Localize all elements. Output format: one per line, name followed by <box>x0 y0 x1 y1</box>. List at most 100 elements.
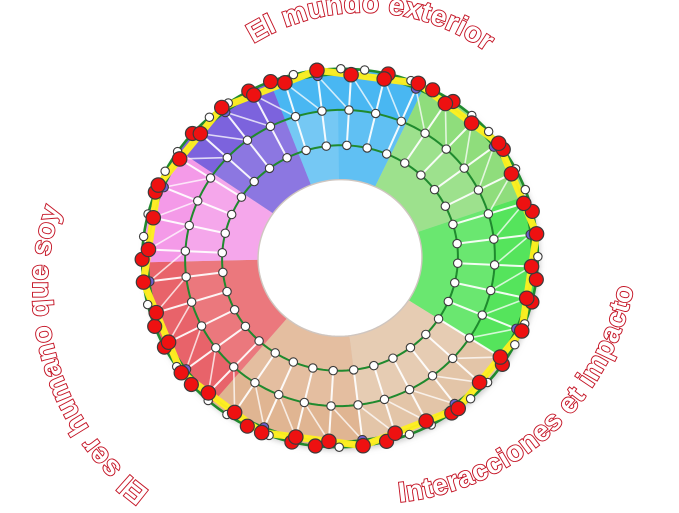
graph-node[interactable] <box>290 111 301 122</box>
highlight-node[interactable] <box>523 258 540 275</box>
graph-node[interactable] <box>186 297 197 307</box>
graph-node[interactable] <box>520 184 531 195</box>
graph-node[interactable] <box>459 163 469 173</box>
graph-node[interactable] <box>396 116 407 127</box>
graph-node[interactable] <box>262 73 279 90</box>
graph-node[interactable] <box>510 340 520 350</box>
graph-node[interactable] <box>416 170 426 180</box>
graph-node[interactable] <box>448 219 458 230</box>
graph-node[interactable] <box>425 82 441 98</box>
graph-node[interactable] <box>381 149 392 159</box>
highlight-node[interactable] <box>463 115 480 131</box>
graph-node[interactable] <box>348 365 359 375</box>
graph-node[interactable] <box>250 377 260 388</box>
graph-node[interactable] <box>483 209 494 219</box>
graph-node[interactable] <box>404 384 415 395</box>
graph-node[interactable] <box>254 336 264 346</box>
graph-node[interactable] <box>181 272 191 282</box>
highlight-node[interactable] <box>503 165 520 182</box>
graph-node[interactable] <box>217 247 228 258</box>
highlight-node[interactable] <box>492 349 509 365</box>
graph-node[interactable] <box>242 135 253 145</box>
highlight-node[interactable] <box>226 404 243 421</box>
graph-node[interactable] <box>400 158 410 168</box>
graph-node[interactable] <box>205 173 216 183</box>
highlight-node[interactable] <box>490 135 507 152</box>
highlight-node[interactable] <box>471 374 488 391</box>
graph-node[interactable] <box>288 69 299 80</box>
graph-node[interactable] <box>464 333 475 343</box>
highlight-node[interactable] <box>150 177 167 193</box>
highlight-node[interactable] <box>246 87 262 103</box>
graph-node[interactable] <box>420 128 430 139</box>
graph-node[interactable] <box>452 238 462 249</box>
graph-node[interactable] <box>427 371 438 381</box>
graph-node[interactable] <box>485 285 496 296</box>
graph-node[interactable] <box>288 357 299 367</box>
graph-node[interactable] <box>433 314 444 324</box>
graph-node[interactable] <box>449 277 460 288</box>
highlight-node[interactable] <box>513 323 530 339</box>
graph-node[interactable] <box>180 246 191 256</box>
graph-node[interactable] <box>441 144 452 154</box>
graph-node[interactable] <box>473 185 484 195</box>
graph-node[interactable] <box>193 196 203 206</box>
graph-node[interactable] <box>465 393 476 404</box>
graph-node[interactable] <box>483 126 494 137</box>
graph-node[interactable] <box>160 166 170 176</box>
graph-node[interactable] <box>240 321 251 332</box>
highlight-node[interactable] <box>200 385 217 401</box>
highlight-node[interactable] <box>437 95 454 112</box>
highlight-node[interactable] <box>160 334 177 351</box>
highlight-node[interactable] <box>528 226 545 242</box>
graph-node[interactable] <box>222 286 232 297</box>
graph-node[interactable] <box>273 389 284 400</box>
graph-node[interactable] <box>301 145 311 156</box>
graph-node[interactable] <box>138 231 149 242</box>
highlight-node[interactable] <box>135 274 152 290</box>
graph-node[interactable] <box>282 153 292 163</box>
highlight-node[interactable] <box>192 125 209 142</box>
highlight-node[interactable] <box>515 195 532 212</box>
highlight-node[interactable] <box>173 364 190 381</box>
graph-node[interactable] <box>184 220 195 231</box>
highlight-node[interactable] <box>309 62 325 79</box>
graph-node[interactable] <box>307 438 323 454</box>
highlight-node[interactable] <box>355 437 371 454</box>
graph-node[interactable] <box>440 201 451 211</box>
graph-node[interactable] <box>421 329 431 340</box>
graph-node[interactable] <box>353 400 363 410</box>
highlight-node[interactable] <box>145 209 162 226</box>
highlight-node[interactable] <box>376 71 392 87</box>
graph-node[interactable] <box>477 310 487 320</box>
highlight-node[interactable] <box>450 400 467 417</box>
highlight-node[interactable] <box>343 66 359 83</box>
highlight-node[interactable] <box>171 151 188 167</box>
graph-node[interactable] <box>369 360 379 371</box>
graph-node[interactable] <box>489 260 500 270</box>
graph-node[interactable] <box>147 318 163 334</box>
highlight-node[interactable] <box>288 429 304 445</box>
graph-node[interactable] <box>379 394 390 405</box>
graph-node[interactable] <box>489 234 499 244</box>
highlight-node[interactable] <box>213 99 230 116</box>
graph-node[interactable] <box>317 106 327 116</box>
graph-node[interactable] <box>533 251 543 262</box>
graph-node[interactable] <box>447 353 458 364</box>
graph-node[interactable] <box>264 163 275 174</box>
graph-node[interactable] <box>334 442 344 452</box>
graph-node[interactable] <box>405 342 416 353</box>
graph-node[interactable] <box>429 184 440 195</box>
graph-node[interactable] <box>370 108 381 119</box>
highlight-node[interactable] <box>253 424 270 441</box>
graph-node[interactable] <box>220 228 231 239</box>
graph-node[interactable] <box>249 176 259 187</box>
highlight-node[interactable] <box>410 75 427 92</box>
graph-node[interactable] <box>299 397 310 408</box>
graph-node[interactable] <box>239 418 255 434</box>
graph-node[interactable] <box>228 362 239 372</box>
graph-node[interactable] <box>336 64 346 74</box>
graph-node[interactable] <box>218 267 228 278</box>
graph-node[interactable] <box>265 121 276 132</box>
highlight-node[interactable] <box>418 413 434 429</box>
